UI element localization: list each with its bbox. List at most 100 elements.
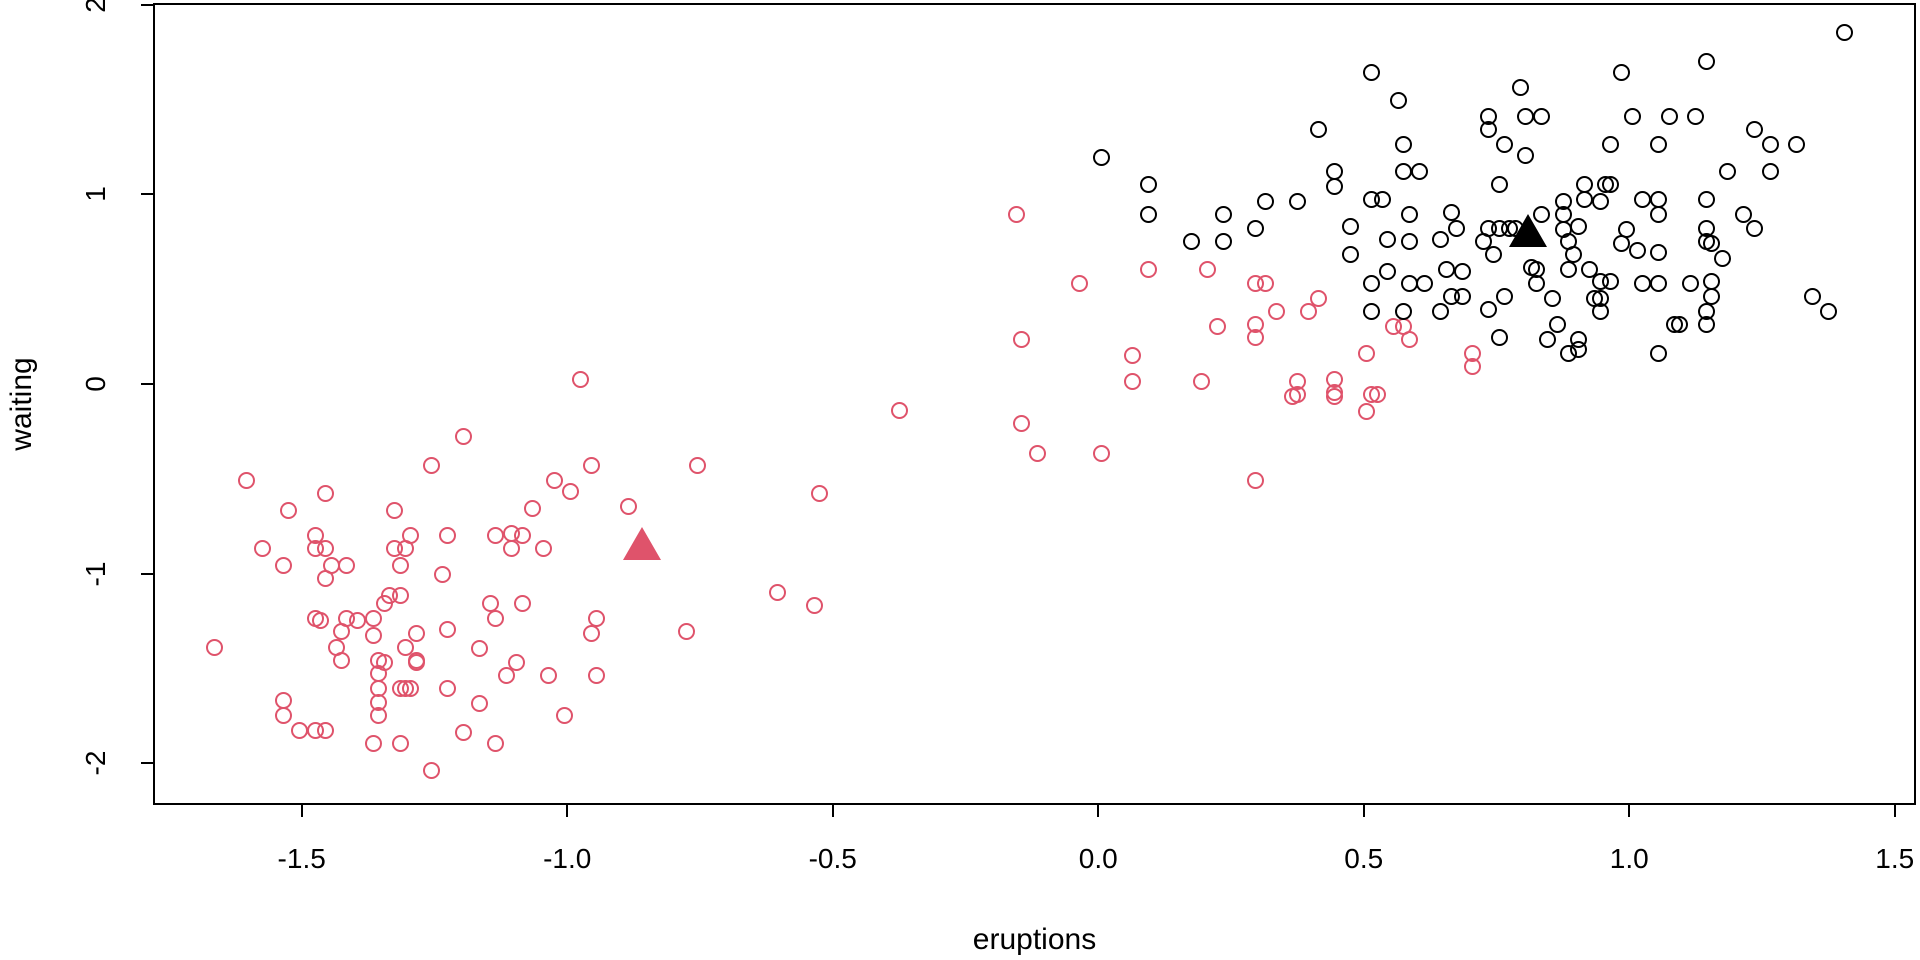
data-point-cluster1 [540, 666, 558, 684]
data-point-cluster2 [1681, 274, 1699, 292]
data-point-cluster2 [1363, 274, 1381, 292]
data-point-cluster1 [375, 594, 393, 612]
x-axis-tick [566, 805, 569, 817]
data-point-cluster1 [1071, 274, 1089, 292]
data-point-cluster2 [1453, 263, 1471, 281]
data-point-cluster1 [1246, 329, 1264, 347]
data-point-cluster1 [396, 638, 414, 656]
data-point-cluster1 [1257, 274, 1275, 292]
data-point-cluster2 [1395, 136, 1413, 154]
data-point-cluster1 [588, 666, 606, 684]
data-point-cluster2 [1257, 192, 1275, 210]
data-point-cluster1 [253, 539, 271, 557]
data-point-cluster1 [439, 621, 457, 639]
data-point-cluster2 [1820, 302, 1838, 320]
data-point-cluster2 [1379, 263, 1397, 281]
data-point-cluster1 [1140, 261, 1158, 279]
data-point-cluster1 [582, 456, 600, 474]
data-point-cluster2 [1623, 107, 1641, 125]
data-point-cluster1 [439, 526, 457, 544]
data-point-cluster2 [1400, 232, 1418, 250]
data-point-cluster1 [407, 651, 425, 669]
data-point-cluster2 [1490, 329, 1508, 347]
data-point-cluster1 [561, 483, 579, 501]
x-axis-tick [831, 805, 834, 817]
y-axis-tick-label: -1 [80, 561, 111, 587]
data-point-cluster1 [349, 611, 367, 629]
data-point-cluster1 [545, 471, 563, 489]
data-point-cluster1 [317, 570, 335, 588]
data-point-cluster2 [1628, 242, 1646, 260]
data-point-cluster2 [1411, 162, 1429, 180]
data-point-cluster2 [1310, 120, 1328, 138]
data-point-cluster1 [811, 484, 829, 502]
x-axis-tick [1628, 805, 1631, 817]
data-point-cluster1 [1310, 289, 1328, 307]
data-point-cluster2 [1140, 175, 1158, 193]
data-point-cluster1 [455, 428, 473, 446]
data-point-cluster1 [423, 761, 441, 779]
data-point-cluster2 [1480, 120, 1498, 138]
data-point-cluster2 [1496, 136, 1514, 154]
data-point-cluster2 [1634, 274, 1652, 292]
data-point-cluster2 [1602, 175, 1620, 193]
data-point-cluster2 [1496, 287, 1514, 305]
data-point-cluster1 [439, 680, 457, 698]
data-point-cluster1 [317, 484, 335, 502]
data-point-cluster2 [1527, 274, 1545, 292]
x-axis-tick-label: 1.5 [1875, 843, 1915, 874]
data-point-cluster2 [1289, 192, 1306, 210]
data-point-cluster1 [1124, 346, 1142, 364]
data-point-cluster2 [1326, 177, 1344, 195]
data-point-cluster1 [1267, 302, 1285, 320]
data-point-cluster2 [1448, 219, 1466, 237]
y-axis-tick-label: 1 [80, 186, 111, 203]
data-point-cluster2 [1761, 162, 1779, 180]
data-point-cluster1 [503, 539, 521, 557]
data-point-cluster1 [402, 680, 420, 698]
data-point-cluster2 [1389, 92, 1407, 110]
data-point-cluster2 [1745, 120, 1763, 138]
data-point-cluster1 [338, 557, 356, 574]
data-point-cluster2 [1395, 162, 1413, 180]
data-point-cluster1 [365, 735, 383, 753]
x-axis-tick [1893, 805, 1896, 817]
data-point-cluster2 [1512, 79, 1530, 97]
data-point-cluster1 [237, 471, 255, 489]
data-point-cluster2 [1373, 191, 1391, 209]
plot-area-border [153, 3, 1916, 805]
data-point-cluster2 [1432, 230, 1450, 248]
data-point-cluster1 [1289, 386, 1306, 404]
data-point-cluster1 [333, 623, 351, 641]
data-point-cluster1 [1124, 373, 1142, 391]
data-point-cluster2 [1400, 206, 1418, 224]
data-point-cluster1 [1358, 344, 1376, 362]
data-point-cluster1 [423, 456, 441, 474]
data-point-cluster2 [1570, 217, 1588, 235]
data-point-cluster2 [1591, 302, 1609, 320]
x-axis-tick-label: 0.5 [1344, 843, 1384, 874]
data-point-cluster1 [333, 651, 351, 669]
data-point-cluster1 [407, 625, 425, 643]
x-axis-tick [1097, 805, 1100, 817]
data-point-cluster2 [1745, 219, 1763, 237]
data-point-cluster2 [1559, 261, 1577, 279]
data-point-cluster2 [1602, 136, 1620, 154]
data-point-cluster2 [1538, 331, 1556, 349]
y-axis-tick-label: 2 [80, 0, 111, 13]
data-point-cluster1 [1012, 414, 1030, 432]
data-point-cluster1 [1028, 445, 1046, 463]
data-point-cluster2 [1432, 302, 1450, 320]
y-axis-tick-label: -2 [80, 750, 111, 776]
data-point-cluster1 [455, 723, 473, 741]
data-point-cluster2 [1671, 316, 1689, 334]
data-point-cluster2 [1612, 64, 1630, 82]
x-axis-label: eruptions [972, 923, 1097, 956]
data-point-cluster1 [471, 640, 489, 658]
data-point-cluster1 [391, 557, 409, 574]
data-point-cluster1 [365, 610, 383, 628]
data-point-cluster2 [1650, 344, 1668, 362]
y-axis-tick [141, 3, 153, 6]
data-point-cluster2 [1400, 274, 1418, 292]
